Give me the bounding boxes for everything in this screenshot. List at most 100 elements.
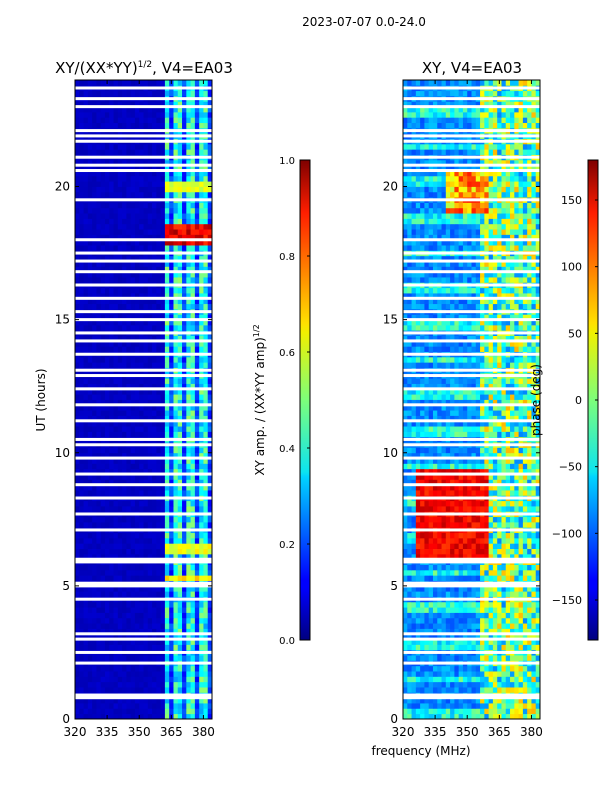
heatmap-cell [173, 383, 179, 390]
heatmap-cell [143, 101, 149, 108]
heatmap-cell [130, 697, 136, 704]
heatmap-cell [424, 612, 430, 619]
heatmap-cell [407, 575, 412, 581]
flagged-row [75, 283, 212, 287]
heatmap-cell [130, 356, 136, 363]
heatmap-cell [117, 159, 123, 166]
heatmap-cell [514, 665, 519, 672]
heatmap-cell [194, 101, 200, 108]
heatmap-cell [169, 532, 174, 539]
heatmap-cell [134, 149, 140, 155]
heatmap-cell [182, 591, 187, 597]
heatmap-cell [126, 298, 132, 305]
heatmap-cell [510, 708, 515, 715]
heatmap-cell [445, 607, 451, 613]
heatmap-cell [199, 293, 204, 299]
heatmap-cell [420, 564, 425, 571]
heatmap-cell [126, 484, 132, 491]
heatmap-cell [467, 617, 472, 624]
heatmap-cell [117, 266, 123, 273]
heatmap-cell [147, 623, 153, 629]
heatmap-cell [134, 122, 140, 129]
heatmap-cell [190, 431, 196, 438]
heatmap-cell [152, 713, 157, 720]
heatmap-cell [450, 687, 455, 693]
heatmap-cell [190, 713, 196, 720]
heatmap-cell [96, 394, 102, 400]
heatmap-cell [203, 431, 209, 438]
heatmap-cell [522, 569, 528, 576]
heatmap-cell [510, 543, 515, 549]
heatmap-cell [130, 585, 136, 592]
heatmap-cell [182, 340, 187, 347]
heatmap-cell [147, 426, 153, 432]
heatmap-cell [152, 474, 157, 480]
heatmap-cell [109, 207, 114, 214]
heatmap-cell [152, 532, 157, 539]
heatmap-cell [190, 271, 196, 278]
heatmap-cell [173, 607, 179, 613]
heatmap-cell [79, 516, 84, 523]
heatmap-cell [522, 655, 528, 661]
flagged-row [75, 496, 212, 500]
heatmap-cell [173, 175, 179, 182]
heatmap-cell [87, 319, 93, 326]
heatmap-cell [173, 202, 179, 209]
heatmap-cell [117, 143, 123, 150]
heatmap-cell [190, 447, 196, 454]
heatmap-cell [182, 671, 187, 677]
heatmap-cell [177, 601, 183, 608]
heatmap-cell [109, 420, 114, 427]
heatmap-cell [92, 553, 97, 560]
heatmap-cell [173, 149, 179, 155]
heatmap-cell [454, 607, 460, 613]
heatmap-cell [173, 170, 179, 177]
heatmap-cell [173, 575, 179, 581]
heatmap-cell [79, 340, 84, 347]
heatmap-cell [96, 687, 102, 693]
heatmap-cell [488, 681, 494, 688]
heatmap-cell [75, 261, 80, 267]
heatmap-cell [190, 298, 196, 305]
heatmap-cell [143, 644, 149, 651]
heatmap-cell [467, 681, 472, 688]
heatmap-cell [164, 159, 170, 166]
heatmap-cell [177, 122, 183, 129]
heatmap-cell [147, 202, 153, 209]
heatmap-cell [407, 591, 412, 597]
heatmap-cell [75, 175, 80, 182]
heatmap-cell [156, 346, 162, 352]
heatmap-cell [527, 708, 532, 715]
heatmap-cell [454, 697, 460, 704]
heatmap-cell [156, 543, 162, 549]
heatmap-cell [199, 266, 204, 273]
heatmap-cell [87, 186, 93, 193]
heatmap-cell [147, 697, 153, 704]
heatmap-cell [514, 601, 519, 608]
heatmap-cell [199, 708, 204, 715]
heatmap-cell [207, 415, 213, 422]
heatmap-cell [445, 644, 451, 651]
heatmap-cell [177, 175, 183, 182]
heatmap-cell [143, 697, 149, 704]
heatmap-cell [134, 575, 140, 581]
heatmap-cell [92, 532, 97, 539]
heatmap-cell [186, 591, 191, 597]
heatmap-cell [75, 479, 80, 486]
heatmap-cell [83, 569, 89, 576]
heatmap-cell [83, 564, 89, 571]
heatmap-cell [492, 633, 498, 640]
heatmap-cell [156, 671, 162, 677]
heatmap-cell [505, 708, 511, 715]
heatmap-cell [143, 394, 149, 400]
heatmap-cell [177, 537, 183, 544]
heatmap-cell [164, 117, 170, 123]
heatmap-cell [152, 639, 157, 645]
heatmap-cell [152, 564, 157, 571]
heatmap-cell [156, 617, 162, 624]
heatmap-cell [147, 293, 153, 299]
heatmap-cell [164, 463, 170, 470]
heatmap-cell [480, 569, 485, 576]
heatmap-cell [147, 223, 153, 230]
heatmap-cell [177, 404, 183, 411]
